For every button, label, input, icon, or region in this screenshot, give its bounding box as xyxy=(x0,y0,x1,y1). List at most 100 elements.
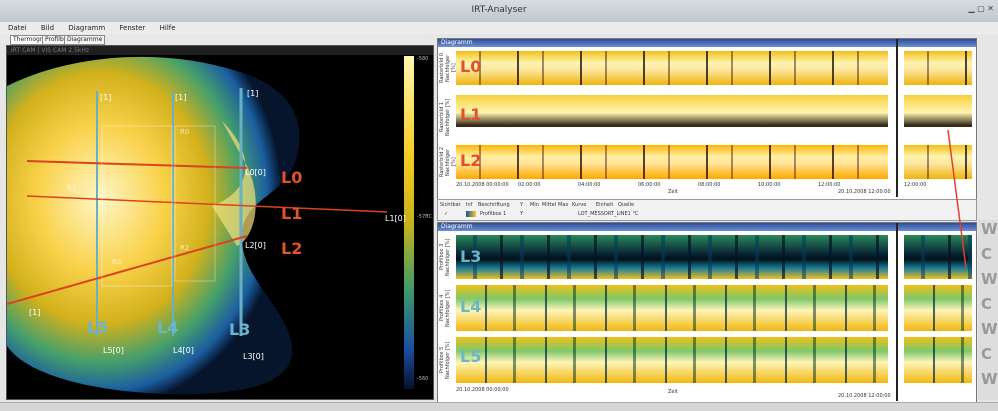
line-l1[interactable] xyxy=(26,195,388,213)
upper-tick-6: 12:00:00 xyxy=(818,182,841,188)
window-controls[interactable]: ▁ ▢ ✕ xyxy=(968,4,995,13)
lower-row-label-l4: L4 xyxy=(460,297,482,316)
upper-row-label-l2: L2 xyxy=(460,151,482,170)
lower-row2-axis: Profilbox 5 Nachfolger [%] xyxy=(439,341,451,379)
tab-diagramme[interactable]: Diagramme xyxy=(64,35,106,45)
lower-axis-label: Zeit xyxy=(668,389,678,395)
legend-h9: Quelle xyxy=(618,202,635,208)
line-label-l3: L3 xyxy=(229,320,251,339)
marker-l4: [1] xyxy=(175,93,187,102)
line-l0[interactable] xyxy=(26,160,248,169)
side-letter-0: W xyxy=(981,220,998,238)
zoom-track-l1[interactable] xyxy=(904,95,972,139)
upper-row-label-l0: L0 xyxy=(460,57,482,76)
lower-diagram-panel: Diagramm ▁ ▢ ✕ Profilbox 3 Nachfolger [%… xyxy=(437,222,977,404)
marker-l2: [1] xyxy=(29,308,41,317)
upper-row-label-l1: L1 xyxy=(460,105,482,124)
zoom-time-label: 12:00:00 xyxy=(904,182,927,188)
upper-zoom-panel: 12:00:00 xyxy=(896,39,976,197)
side-letter-2: W xyxy=(981,270,998,288)
upper-tick-3: 06:00:00 xyxy=(638,182,661,188)
legend-h7: Kurve xyxy=(572,202,587,208)
lower-zoom-title xyxy=(898,223,976,231)
lower-row-label-l5: L5 xyxy=(460,347,482,366)
upper-track-l1[interactable] xyxy=(456,95,888,139)
thermogram-image[interactable] xyxy=(7,46,433,399)
zoom-track-l3[interactable] xyxy=(904,235,972,279)
marker-l3: [1] xyxy=(247,89,259,98)
lower-row0-axis: Profilbox 3 Nachfolger [%] xyxy=(439,238,451,276)
upper-tick-0: 20.10.2008 00:00:00 xyxy=(456,182,509,188)
legend-source: LOT_MESSORT_LINE1 °C xyxy=(578,211,639,217)
region-label-r0: R0 xyxy=(180,128,190,136)
side-letter-3: C xyxy=(981,295,993,313)
colorbar xyxy=(404,56,414,389)
menu-item-fenster[interactable]: Fenster xyxy=(119,24,146,32)
legend-h2: Beschriftung xyxy=(478,202,510,208)
line-tag-l2: L2[0] xyxy=(245,241,266,250)
upper-tick-2: 04:00:00 xyxy=(578,182,601,188)
zoom-track-l0[interactable] xyxy=(904,51,972,85)
line-tag-l0: L0[0] xyxy=(245,168,266,177)
upper-track-l2[interactable] xyxy=(456,145,888,179)
lower-tick-0: 20.10.2008 00:00:00 xyxy=(456,387,509,393)
legend-h3: Y xyxy=(520,202,524,208)
menu-item-hilfe[interactable]: Hilfe xyxy=(159,24,176,32)
menu-item-diagramm[interactable]: Diagramm xyxy=(68,24,106,32)
heat-blob xyxy=(7,56,300,395)
zoom-track-l2[interactable] xyxy=(904,145,972,179)
legend-h1: Inf xyxy=(466,202,473,208)
side-letter-column: W C W C W C W xyxy=(978,220,998,400)
tab-bar: Thermografie Profilbox Diagramme xyxy=(0,34,430,45)
upper-axis-label: Zeit xyxy=(668,189,678,195)
legend-h5: Mittel xyxy=(542,202,557,208)
legend-visible-check[interactable]: ✓ xyxy=(444,211,449,217)
thermogram-header: IRT CAM | VIS CAM 2.5kHz xyxy=(7,46,433,55)
marker-l5: [1] xyxy=(100,93,112,102)
region-label-r1: R1 xyxy=(67,184,77,192)
colorbar-tick-top: -580 xyxy=(417,56,429,62)
line-tag-l4: L4[0] xyxy=(173,346,194,355)
side-letter-1: C xyxy=(981,245,993,263)
upper-tick-5: 10:00:00 xyxy=(758,182,781,188)
menu-item-bild[interactable]: Bild xyxy=(40,24,55,32)
lower-row-label-l3: L3 xyxy=(460,247,482,266)
window-titlebar: IRT-Analyser xyxy=(0,0,998,23)
line-label-l1: L1 xyxy=(281,204,303,223)
lower-panel-title: Diagramm xyxy=(438,223,976,231)
legend-h8: Einheit xyxy=(596,202,614,208)
upper-track-l0[interactable] xyxy=(456,51,888,85)
colorbar-tick-mid: -570 xyxy=(417,214,429,220)
side-letter-5: C xyxy=(981,345,993,363)
line-label-l0: L0 xyxy=(281,168,303,187)
menu-bar: Datei Bild Diagramm Fenster Hilfe xyxy=(0,22,998,34)
upper-row0-axis: Rasterbild 0 Nachfolger [%] xyxy=(439,52,457,84)
legend-table: Sichtbar Inf Beschriftung Y Min Mittel M… xyxy=(437,199,977,221)
legend-y: Y xyxy=(520,211,524,217)
line-l2[interactable] xyxy=(7,235,248,305)
upper-row1-axis: Rasterbild 1 Nachfolger [%] xyxy=(439,98,451,136)
line-label-l5: L5 xyxy=(87,318,109,337)
side-letter-4: W xyxy=(981,320,998,338)
upper-tick-1: 02:00:00 xyxy=(518,182,541,188)
menu-item-datei[interactable]: Datei xyxy=(8,24,27,32)
lower-track-l5[interactable] xyxy=(456,337,888,383)
zoom-track-l5[interactable] xyxy=(904,337,972,383)
upper-tick-7: 20.10.2008 12:00:00 xyxy=(838,189,891,195)
lower-track-l3[interactable] xyxy=(456,235,888,279)
colorbar-tick-bottom: -560 xyxy=(417,376,429,382)
legend-name: Profilbox 1 xyxy=(480,211,507,217)
upper-panel-title: Diagramm xyxy=(438,39,976,47)
line-label-l4: L4 xyxy=(157,318,179,337)
zoom-track-l4[interactable] xyxy=(904,285,972,331)
thermogram-panel: IRT CAM | VIS CAM 2.5kHz xyxy=(6,45,434,400)
line-tag-l1: L1[0] xyxy=(385,214,406,223)
lower-track-l4[interactable] xyxy=(456,285,888,331)
lower-zoom-panel xyxy=(896,223,976,401)
upper-row2-axis: Rasterbild 2 Nachfolger [%] xyxy=(439,146,457,178)
line-tag-l3: L3[0] xyxy=(243,352,264,361)
region-label-r3: R3 xyxy=(112,258,122,266)
window-title: IRT-Analyser xyxy=(471,5,527,15)
legend-h0: Sichtbar xyxy=(440,202,461,208)
region-label-r2: R2 xyxy=(180,244,190,252)
